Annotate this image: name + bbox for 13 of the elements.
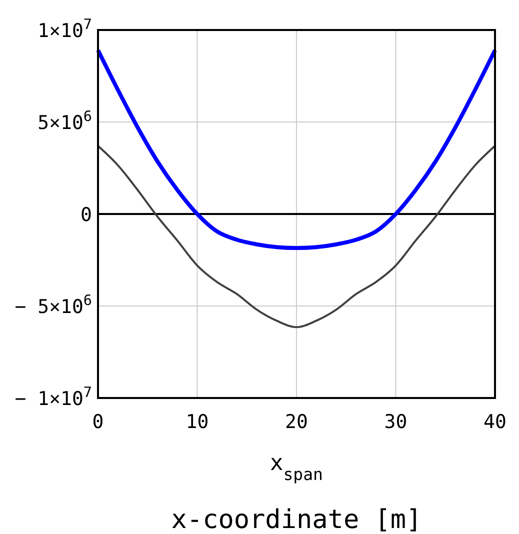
y-tick-label: − 5×10$^{6}$ (14, 293, 92, 318)
text: x-coordinate [m] (171, 505, 422, 534)
x-axis-title: x$_{span}$ (270, 451, 323, 484)
y-tick-label: − 1×10$^{7}$ (14, 385, 92, 410)
line-series (97, 144, 496, 328)
y-tick-label: 5×10$^{6}$ (38, 109, 92, 134)
x-tick-label: 10 (186, 411, 209, 433)
x-tick-label: 30 (384, 411, 408, 433)
line-series (96, 48, 497, 250)
x-tick-label: 40 (484, 411, 506, 433)
y-tick-label: 0 (80, 204, 92, 226)
y-tick-label: 1×10$^{7}$ (38, 17, 92, 42)
x-tick-label: 20 (285, 411, 308, 433)
